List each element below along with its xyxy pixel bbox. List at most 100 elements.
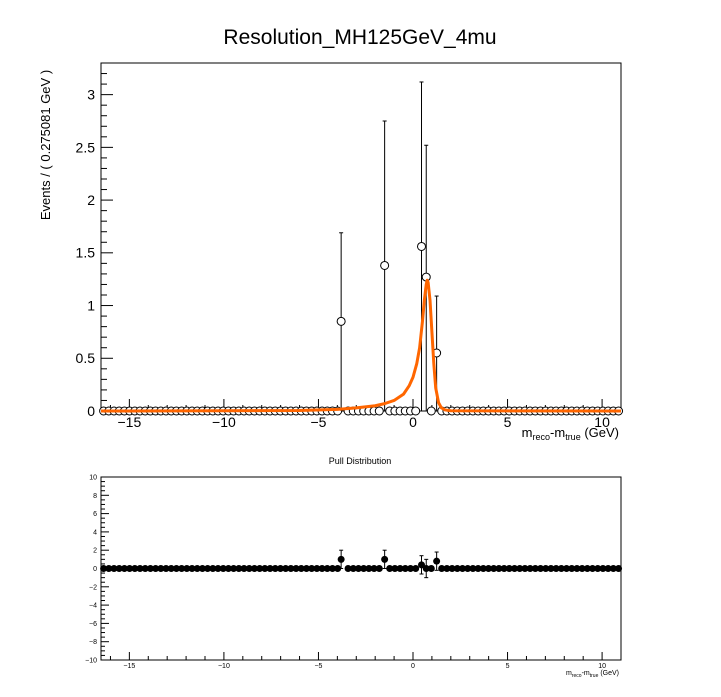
y-tick-label: 0	[87, 403, 95, 419]
pull-x-ticks: −15 −10 −5 0 5 10	[109, 652, 622, 670]
y-tick-label: 2.5	[76, 139, 96, 155]
pull-point	[375, 565, 383, 572]
x-tick-label: 5	[504, 414, 512, 430]
y-tick-label: −8	[89, 639, 97, 646]
x-tick-label: 0	[411, 663, 415, 670]
pull-point	[141, 565, 149, 572]
pull-point	[349, 565, 357, 572]
pull-point	[427, 565, 435, 572]
main-x-axis-label-base: m	[522, 425, 533, 440]
pull-point	[594, 565, 602, 572]
pull-point	[136, 565, 144, 572]
pull-point	[453, 565, 461, 572]
pull-point	[490, 565, 498, 572]
pull-point	[292, 565, 300, 572]
pull-point	[474, 565, 482, 572]
pull-point	[568, 565, 576, 572]
pull-point	[485, 565, 493, 572]
y-tick-label: 2	[93, 548, 97, 555]
main-data-points	[99, 81, 624, 416]
y-tick-label: −6	[89, 621, 97, 628]
main-x-axis-label-unit: (GeV)	[581, 425, 619, 440]
pull-point	[365, 565, 373, 572]
pull-point	[337, 555, 345, 563]
pull-point	[334, 565, 342, 572]
main-y-ticks: 0 0.5 1 1.5 2 2.5 3	[76, 62, 113, 419]
pull-point	[469, 565, 477, 572]
pull-point	[406, 565, 414, 572]
data-point	[374, 406, 384, 416]
pull-point	[609, 565, 617, 572]
y-tick-label: 3	[87, 87, 95, 103]
pull-point	[500, 565, 508, 572]
pull-point	[344, 565, 352, 572]
pull-point	[412, 565, 420, 572]
x-tick-label: −10	[212, 414, 236, 430]
pull-point	[105, 565, 113, 572]
pull-point	[438, 565, 446, 572]
y-tick-label: 1.5	[76, 245, 96, 261]
pull-point	[287, 565, 295, 572]
x-tick-label: −15	[117, 414, 141, 430]
pull-point	[589, 565, 597, 572]
y-tick-label: −4	[89, 603, 97, 610]
pull-point	[599, 565, 607, 572]
x-tick-label: 5	[506, 663, 510, 670]
pull-x-axis-label-base: m	[566, 670, 572, 677]
pull-point	[178, 565, 186, 572]
pull-point	[479, 565, 487, 572]
pull-point	[110, 565, 118, 572]
y-tick-label: 2	[87, 192, 95, 208]
y-tick-label: 10	[89, 474, 97, 481]
x-tick-label: −15	[123, 663, 135, 670]
pull-point	[256, 565, 264, 572]
pull-data-points	[100, 549, 623, 579]
pull-point	[531, 565, 539, 572]
pull-point	[261, 565, 269, 572]
pull-point	[323, 565, 331, 572]
x-tick-label: 10	[598, 663, 606, 670]
data-point	[411, 406, 421, 416]
pull-point	[188, 565, 196, 572]
main-x-axis-label-mid: -m	[550, 425, 565, 440]
pull-point	[162, 565, 170, 572]
pull-x-axis-label-unit: (GeV)	[598, 670, 619, 677]
pull-x-axis-label-mid: -m	[582, 670, 590, 677]
x-tick-label: 0	[409, 414, 417, 430]
y-tick-label: 4	[93, 529, 97, 536]
pull-point	[573, 565, 581, 572]
pull-point	[297, 565, 305, 572]
main-x-axis-label: mreco-mtrue (GeV)	[522, 425, 619, 442]
pull-y-ticks: −10 −8 −6 −4 −2 0 2 4 6 8 10	[85, 474, 109, 664]
pull-point	[422, 565, 430, 572]
pull-point	[224, 565, 232, 572]
pull-x-axis-label-sub1: reco	[572, 673, 582, 679]
pull-point	[396, 565, 404, 572]
data-point	[336, 316, 346, 326]
y-tick-label: −10	[85, 657, 97, 664]
pull-point	[219, 565, 227, 572]
pull-point	[271, 565, 279, 572]
pull-point	[157, 565, 165, 572]
main-y-axis-label: Events / ( 0.275081 GeV )	[38, 70, 53, 220]
main-x-axis-label-sub2: true	[565, 432, 581, 442]
pull-plot: −15 −10 −5 0 5 10 −10 −8 −6 −4 −2 0 2 4 6 8 10 mreco-mt…	[85, 474, 623, 679]
main-title: Resolution_MH125GeV_4mu	[223, 26, 496, 49]
pull-point	[557, 565, 565, 572]
pull-point	[401, 565, 409, 572]
pull-point	[521, 565, 529, 572]
pull-point	[126, 565, 134, 572]
y-tick-label: 0	[93, 566, 97, 573]
pull-point	[516, 565, 524, 572]
pull-point	[318, 565, 326, 572]
pull-point	[381, 555, 389, 563]
x-tick-label: −5	[310, 414, 326, 430]
pull-point	[250, 565, 258, 572]
pull-point	[547, 565, 555, 572]
pull-point	[198, 565, 206, 572]
pull-point	[282, 565, 290, 572]
pull-point	[230, 565, 238, 572]
pull-point	[448, 565, 456, 572]
pull-x-axis-label-sub2: true	[590, 673, 599, 679]
